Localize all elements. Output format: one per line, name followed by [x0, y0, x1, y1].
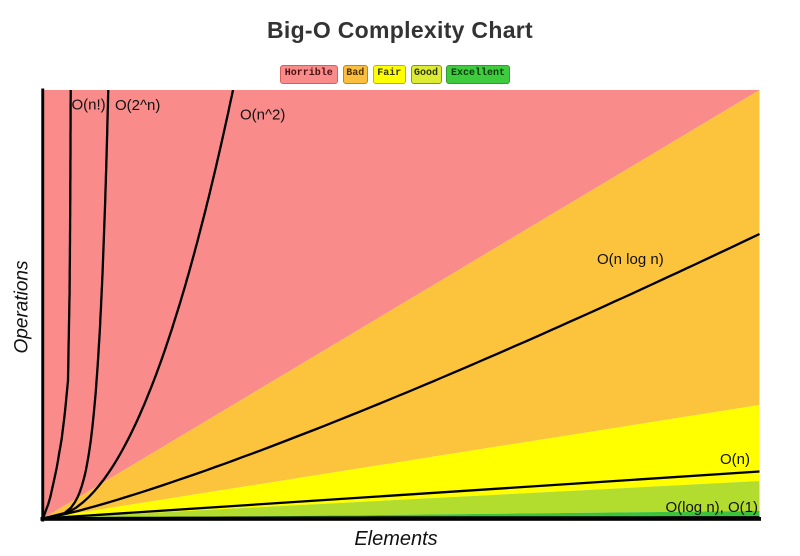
svg-text:Elements: Elements: [354, 528, 437, 550]
svg-text:O(n!): O(n!): [72, 97, 106, 114]
svg-text:O(n log n): O(n log n): [597, 251, 664, 268]
svg-text:O(n^2): O(n^2): [240, 107, 285, 124]
svg-text:Operations: Operations: [12, 260, 33, 353]
svg-text:O(n): O(n): [720, 451, 750, 468]
svg-text:O(log n), O(1): O(log n), O(1): [665, 499, 758, 516]
svg-text:O(2^n): O(2^n): [115, 97, 160, 114]
